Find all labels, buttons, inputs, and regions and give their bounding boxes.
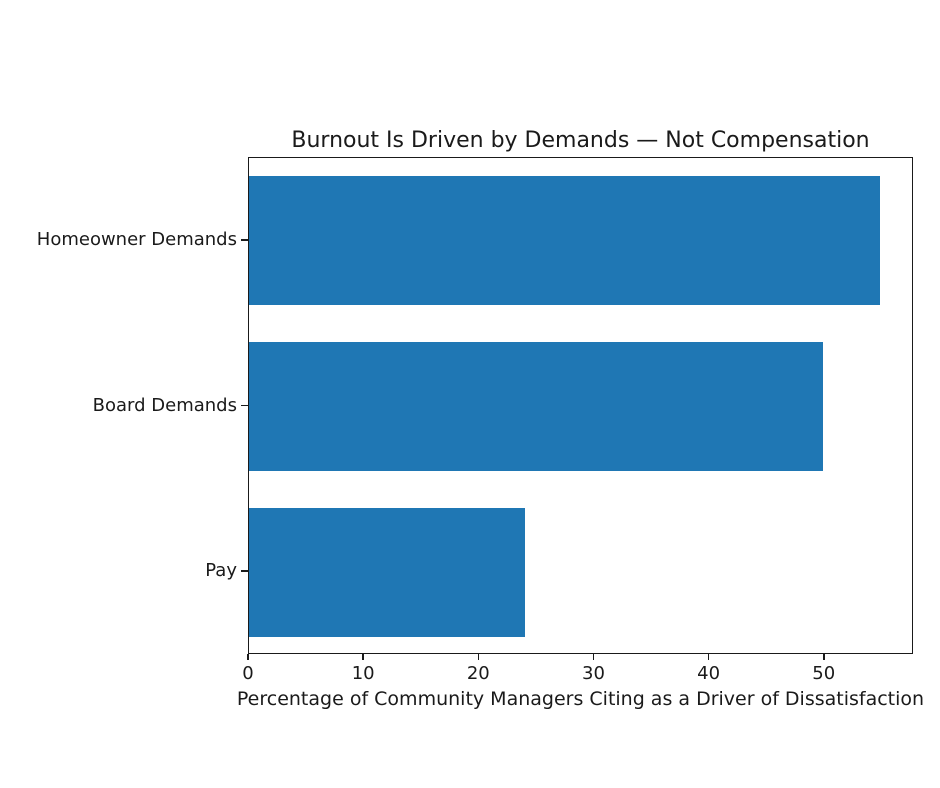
y-tick-label: Homeowner Demands	[36, 228, 237, 250]
y-tick-label: Pay	[205, 560, 237, 582]
x-tick-mark	[477, 654, 480, 660]
x-tick-mark	[592, 654, 595, 660]
x-tick-label: 30	[582, 663, 605, 684]
plot-area	[248, 157, 913, 654]
x-tick-mark	[362, 654, 364, 660]
x-tick-label: 20	[466, 663, 490, 684]
x-axis-label: Percentage of Community Managers Citing …	[236, 688, 925, 710]
x-tick-mark	[823, 654, 825, 660]
bar-board-demands	[249, 341, 824, 472]
bar-homeowner-demands	[249, 176, 881, 306]
x-tick-label: 40	[697, 663, 721, 684]
x-tick-label: 10	[351, 663, 375, 684]
bar-pay	[249, 507, 525, 637]
x-tick-mark	[707, 654, 710, 660]
x-tick-label: 0	[242, 663, 254, 684]
x-tick-label: 50	[812, 663, 836, 684]
chart-title: Burnout Is Driven by Demands — Not Compe…	[291, 128, 870, 153]
y-tick-mark	[241, 239, 248, 241]
x-tick-mark	[247, 654, 249, 660]
y-tick-mark	[241, 570, 248, 572]
y-tick-mark	[241, 404, 248, 407]
y-tick-label: Board Demands	[92, 394, 237, 416]
